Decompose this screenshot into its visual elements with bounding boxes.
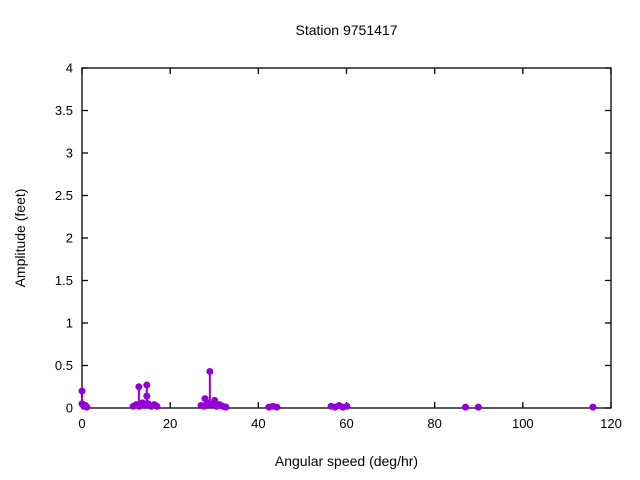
y-tick-label: 2 bbox=[66, 231, 73, 246]
x-tick-label: 100 bbox=[512, 416, 534, 431]
x-tick-label: 80 bbox=[427, 416, 441, 431]
data-point bbox=[273, 403, 281, 411]
x-tick-label: 20 bbox=[163, 416, 177, 431]
y-tick-label: 1 bbox=[66, 316, 73, 331]
y-axis-label: Amplitude (feet) bbox=[12, 188, 28, 288]
x-axis-label: Angular speed (deg/hr) bbox=[274, 453, 419, 469]
plot-border bbox=[81, 67, 612, 409]
chart-title: Station 9751417 bbox=[295, 22, 398, 38]
y-tick-label: 0.5 bbox=[55, 358, 73, 373]
x-tick-label: 40 bbox=[251, 416, 265, 431]
y-tick-label: 1.5 bbox=[55, 273, 73, 288]
data-point bbox=[143, 381, 151, 389]
data-point bbox=[83, 403, 91, 411]
y-tick-label: 2.5 bbox=[55, 188, 73, 203]
data-point bbox=[343, 402, 351, 410]
data-point bbox=[222, 403, 230, 411]
data-point bbox=[78, 387, 86, 395]
data-point bbox=[589, 403, 597, 411]
x-tick-label: 120 bbox=[600, 416, 622, 431]
data-point bbox=[462, 403, 470, 411]
y-tick-label: 4 bbox=[66, 61, 73, 76]
data-point bbox=[143, 392, 151, 400]
y-tick-label: 3 bbox=[66, 146, 73, 161]
data-point bbox=[474, 403, 482, 411]
data-point bbox=[153, 402, 161, 410]
x-tick-label: 0 bbox=[78, 416, 85, 431]
data-point bbox=[135, 383, 143, 391]
y-tick-label: 0 bbox=[66, 401, 73, 416]
data-point bbox=[206, 367, 214, 375]
y-tick-label: 3.5 bbox=[55, 103, 73, 118]
x-tick-label: 60 bbox=[339, 416, 353, 431]
